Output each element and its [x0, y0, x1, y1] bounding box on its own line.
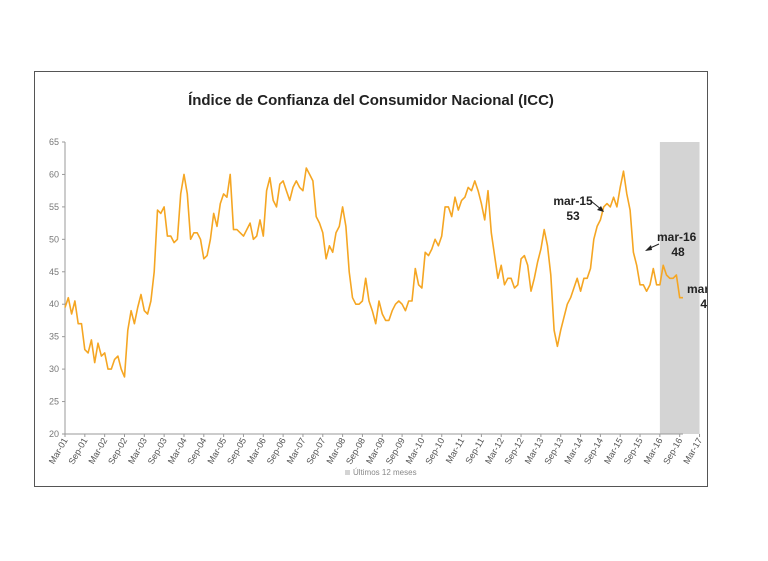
icc-line-chart: 20253035404550556065Mar-01Sep-01Mar-02Se…	[47, 137, 707, 477]
annotation-mar-15-arrowhead	[597, 206, 604, 212]
annotation-mar-15-label: mar-15	[553, 194, 593, 208]
y-tick-label: 50	[49, 234, 59, 244]
annotation-mar-16-label: mar-16	[657, 230, 697, 244]
x-tick-label: Sep-04	[185, 436, 208, 466]
x-tick-label: Mar-17	[681, 436, 704, 466]
x-tick-label: Sep-05	[225, 436, 248, 466]
annotation-mar-16-arrowhead	[645, 245, 652, 251]
annotation-mar-17-value: 41	[700, 297, 707, 311]
y-tick-label: 60	[49, 169, 59, 179]
x-tick-label: Sep-10	[423, 436, 446, 466]
x-tick-label: Sep-16	[661, 436, 684, 466]
y-tick-label: 20	[49, 429, 59, 439]
y-tick-label: 25	[49, 397, 59, 407]
legend-label: Últimos 12 meses	[353, 468, 417, 477]
annotation-mar-16-value: 48	[671, 245, 685, 259]
x-tick-label: Sep-12	[503, 436, 526, 466]
annotation-mar-15-value: 53	[566, 209, 580, 223]
y-tick-label: 65	[49, 137, 59, 147]
y-tick-label: 30	[49, 364, 59, 374]
series-line-icc	[64, 167, 683, 378]
chart-frame: Índice de Confianza del Consumidor Nacio…	[34, 71, 708, 487]
chart-title: Índice de Confianza del Consumidor Nacio…	[188, 92, 554, 109]
x-tick-label: Sep-07	[304, 436, 327, 466]
y-tick-label: 55	[49, 202, 59, 212]
x-tick-label: Sep-02	[106, 436, 129, 466]
legend-swatch	[345, 470, 350, 475]
x-tick-label: Sep-14	[582, 436, 605, 466]
x-tick-label: Sep-13	[542, 436, 565, 466]
y-tick-label: 40	[49, 299, 59, 309]
x-tick-label: Sep-06	[265, 436, 288, 466]
y-tick-label: 45	[49, 267, 59, 277]
x-tick-label: Sep-15	[622, 436, 645, 466]
annotation-mar-17-label: mar-17	[687, 282, 707, 296]
shaded-period	[659, 142, 700, 434]
x-tick-label: Sep-01	[66, 436, 89, 466]
y-tick-label: 35	[49, 332, 59, 342]
x-tick-label: Sep-03	[146, 436, 169, 466]
